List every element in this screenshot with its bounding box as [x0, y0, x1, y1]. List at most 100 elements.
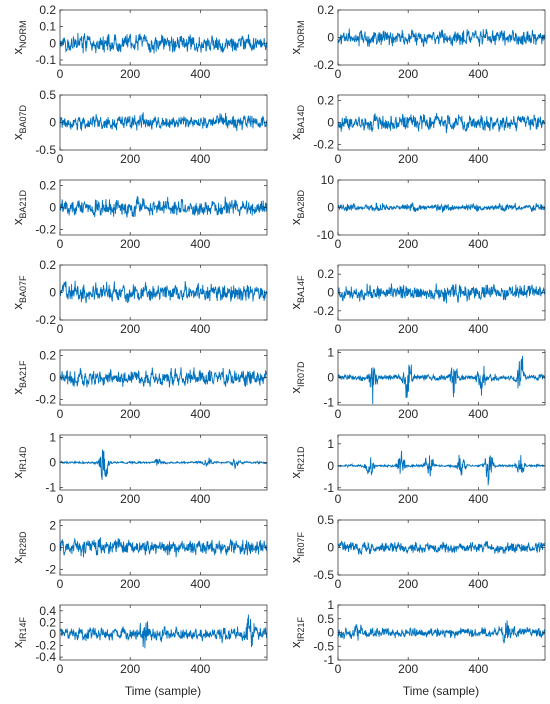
y-axis-label-sub: IR07D	[296, 361, 306, 387]
y-axis-label: xBA07F	[10, 275, 28, 310]
y-axis-label-sub: BA07D	[18, 104, 28, 133]
signal-line-ir07f	[338, 540, 545, 555]
y-axis-label-main: x	[10, 388, 25, 395]
y-axis-label-sub: IR14D	[18, 446, 28, 472]
y-axis-label: xIR21F	[288, 616, 306, 648]
x-tick-label: 200	[120, 407, 140, 421]
y-axis-label-main: x	[10, 472, 25, 479]
x-tick-label: 0	[335, 492, 342, 506]
y-tick-label: 0	[49, 116, 56, 130]
signal-line-ir21f	[338, 620, 545, 644]
y-axis-label: xBA21F	[10, 360, 28, 395]
y-tick-label: 0	[49, 371, 56, 385]
y-tick-label: -2	[45, 563, 56, 577]
y-tick-label: -1	[323, 653, 334, 667]
x-tick-label: 0	[335, 322, 342, 336]
y-tick-label: 0	[327, 116, 334, 130]
y-tick-label: 1	[49, 431, 56, 445]
y-tick-label: -0.2	[313, 58, 334, 72]
y-tick-label: -10	[317, 228, 335, 242]
x-tick-label: 0	[335, 67, 342, 81]
y-tick-label: -1	[45, 481, 56, 495]
x-tick-label: 400	[468, 662, 488, 676]
y-tick-label: -0.4	[35, 650, 56, 664]
signal-line-ir07d	[338, 355, 545, 404]
y-axis-label-sub: IR14F	[18, 616, 28, 641]
x-tick-label: 400	[190, 407, 210, 421]
y-tick-label: 0.5	[317, 612, 334, 626]
axes-box	[59, 9, 268, 66]
x-tick-label: 0	[335, 237, 342, 251]
x-tick-label: 200	[398, 322, 418, 336]
y-axis-label: xIR07D	[288, 361, 306, 394]
y-axis-label: xBA14F	[288, 275, 306, 310]
y-tick-label: -0.5	[35, 143, 56, 157]
y-tick-label: 10	[321, 173, 335, 187]
y-axis-label: xIR21D	[288, 446, 306, 479]
x-tick-label: 0	[57, 322, 64, 336]
y-tick-label: 0	[327, 541, 334, 555]
x-tick-label: 400	[190, 237, 210, 251]
y-tick-label: 2	[49, 519, 56, 533]
y-tick-label: -1	[323, 396, 334, 410]
signal-line-ir14d	[60, 449, 267, 480]
signal-line-norm	[338, 28, 545, 47]
x-tick-label: 400	[190, 322, 210, 336]
y-tick-label: -1	[323, 481, 334, 495]
x-tick-label: 0	[57, 577, 64, 591]
x-tick-label: 200	[120, 237, 140, 251]
signal-line-ba07f	[60, 280, 267, 304]
x-tick-label: 200	[398, 577, 418, 591]
x-tick-label: 200	[398, 152, 418, 166]
y-tick-label: 0.2	[317, 94, 334, 108]
y-tick-label: 0.2	[39, 615, 56, 629]
y-tick-label: -0.2	[313, 304, 334, 318]
y-tick-label: 0	[49, 286, 56, 300]
x-tick-label: 0	[57, 492, 64, 506]
x-tick-label: 400	[468, 67, 488, 81]
y-axis-label: xIR07F	[288, 531, 306, 563]
y-axis-label-main: x	[10, 218, 25, 225]
y-axis-label-main: x	[10, 48, 25, 55]
y-axis-label-main: x	[288, 556, 303, 563]
y-axis-label-main: x	[288, 218, 303, 225]
y-tick-label: 0	[327, 201, 334, 215]
x-tick-label: 400	[468, 492, 488, 506]
x-tick-label: 400	[190, 577, 210, 591]
signal-line-ba14f	[338, 283, 545, 304]
y-axis-label-sub: BA28D	[296, 189, 306, 218]
y-axis-label-sub: BA21D	[18, 189, 28, 218]
y-tick-label: 0.4	[39, 604, 56, 618]
y-axis-label: xNORM	[288, 21, 306, 55]
x-tick-label: 0	[335, 152, 342, 166]
y-tick-label: -0.2	[35, 639, 56, 653]
y-axis-label-main: x	[288, 387, 303, 394]
y-axis-label: xIR14F	[10, 616, 28, 648]
x-tick-label: 200	[120, 492, 140, 506]
x-tick-label: 400	[468, 237, 488, 251]
y-tick-label: 0	[327, 626, 334, 640]
y-tick-label: -0.1	[35, 53, 56, 67]
y-axis-label-main: x	[288, 303, 303, 310]
y-tick-label: -0.5	[313, 568, 334, 582]
y-axis-label: xBA14D	[288, 104, 306, 140]
y-tick-label: 0.2	[39, 179, 56, 193]
y-tick-label: 1	[327, 437, 334, 451]
y-axis-label-sub: BA14D	[296, 104, 306, 133]
signal-line-ba21f	[60, 367, 267, 388]
y-tick-label: 0.5	[317, 513, 334, 527]
x-tick-label: 200	[398, 662, 418, 676]
x-axis-label-right: Time (sample)	[403, 684, 479, 698]
x-tick-label: 0	[57, 67, 64, 81]
y-axis-label: xBA21D	[10, 189, 28, 225]
y-tick-label: 0	[49, 36, 56, 50]
y-axis-label: xNORM	[10, 21, 28, 55]
